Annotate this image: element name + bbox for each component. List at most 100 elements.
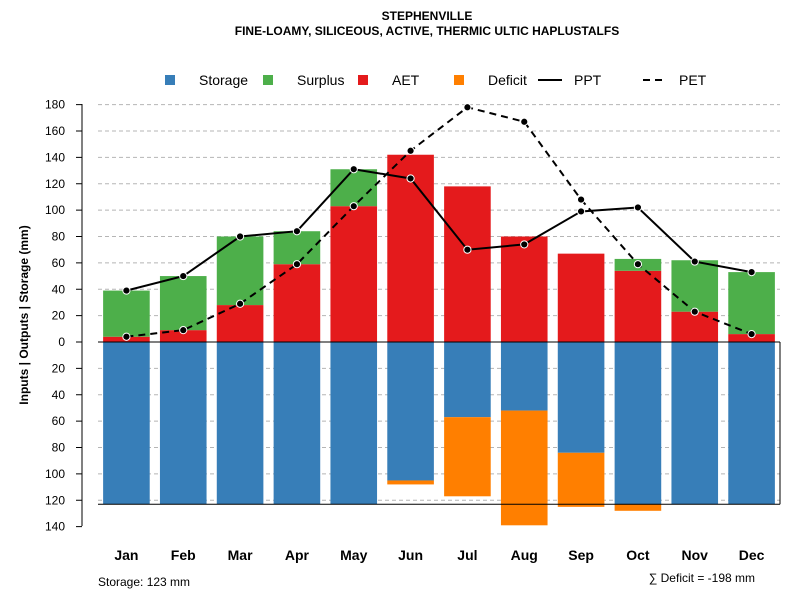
pet-point (690, 307, 699, 316)
legend-aet-swatch (358, 75, 368, 85)
legend-ppt-label: PPT (574, 72, 602, 88)
aet-bar (614, 270, 662, 342)
legend-surplus-label: Surplus (297, 72, 344, 88)
y-tick-label: 20 (52, 361, 66, 375)
y-tick-label: 20 (52, 309, 66, 323)
ppt-point (122, 286, 131, 295)
y-tick-label: 120 (45, 177, 65, 191)
storage-bar (728, 342, 775, 505)
y-tick-label: 60 (52, 256, 66, 270)
x-tick-label: Aug (511, 547, 538, 563)
surplus-bar (103, 290, 150, 337)
storage-bar (330, 342, 378, 505)
ppt-point (747, 268, 756, 277)
x-tick-label: Dec (739, 547, 765, 563)
legend: Storage Surplus AET Deficit PPT PET (165, 72, 707, 88)
x-tick-label: May (340, 547, 367, 563)
pet-point (235, 299, 245, 308)
legend-aet-label: AET (392, 72, 420, 88)
y-tick-label: 140 (45, 150, 65, 164)
ppt-point (520, 240, 529, 249)
chart-title: STEPHENVILLE (382, 9, 473, 23)
surplus-bar (728, 272, 775, 335)
ppt-point (406, 174, 415, 183)
x-tick-label: Nov (682, 547, 709, 563)
y-tick-label: 120 (45, 493, 65, 507)
axes: 180 160 140 120 100 80 60 40 20 0 20 40 60 80 100 120 14… (45, 98, 781, 563)
x-tick-label: Jul (457, 547, 477, 563)
legend-storage-swatch (165, 75, 175, 85)
surplus-bar (273, 231, 321, 265)
ppt-point (292, 227, 302, 236)
pet-point (576, 195, 586, 204)
y-tick-label: 80 (52, 441, 66, 455)
y-tick-label: 100 (45, 203, 65, 217)
storage-bar (557, 342, 605, 453)
pet-point (122, 332, 131, 341)
pet-point (463, 103, 472, 112)
legend-deficit-swatch (454, 75, 464, 85)
aet-bar (557, 253, 605, 342)
y-tick-label: 40 (52, 282, 66, 296)
pet-point (520, 117, 529, 126)
ppt-point (690, 257, 699, 266)
deficit-note: ∑ Deficit = -198 mm (649, 571, 755, 585)
storage-bar (671, 342, 719, 505)
aet-bar (159, 330, 207, 342)
bars (103, 154, 775, 526)
x-tick-label: Mar (228, 547, 253, 563)
ppt-point (179, 271, 188, 281)
aet-bar (444, 186, 491, 342)
storage-bar (159, 342, 207, 505)
y-tick-label: 180 (45, 98, 65, 112)
storage-bar (500, 342, 548, 411)
pet-point (633, 260, 643, 269)
aet-bar (500, 236, 548, 342)
deficit-bar (557, 452, 605, 507)
x-tick-label: Oct (626, 547, 650, 563)
pet-point (179, 326, 188, 335)
y-tick-label: 40 (52, 388, 66, 402)
legend-storage-label: Storage (199, 72, 248, 88)
x-tick-label: Sep (568, 547, 594, 563)
aet-bar (671, 311, 719, 342)
aet-bar (387, 154, 434, 342)
ppt-point (633, 203, 643, 212)
surplus-bar (671, 260, 719, 312)
legend-surplus-swatch (263, 75, 273, 85)
x-tick-label: Jan (114, 547, 138, 563)
ppt-point (463, 245, 472, 254)
deficit-bar (387, 480, 434, 485)
storage-bar (614, 342, 662, 505)
y-tick-label: 80 (52, 230, 66, 244)
pet-point (406, 146, 415, 155)
pet-point (292, 260, 302, 269)
storage-note: Storage: 123 mm (98, 575, 190, 589)
aet-bar (273, 264, 321, 342)
y-tick-label: 0 (58, 335, 65, 349)
aet-bar (330, 206, 378, 342)
deficit-bar (500, 410, 548, 526)
deficit-bar (444, 417, 491, 497)
storage-bar (273, 342, 321, 505)
legend-pet-label: PET (679, 72, 707, 88)
ppt-point (235, 232, 245, 241)
storage-bar (216, 342, 264, 505)
deficit-bar (614, 504, 662, 511)
legend-deficit-label: Deficit (488, 72, 527, 88)
ppt-line (126, 168, 752, 292)
pet-point (747, 329, 756, 339)
pet-point (349, 202, 358, 211)
pet-line (126, 106, 752, 338)
y-tick-label: 100 (45, 467, 65, 481)
ppt-point (576, 207, 586, 216)
x-tick-label: Feb (171, 547, 196, 563)
chart-subtitle: FINE-LOAMY, SILICEOUS, ACTIVE, THERMIC U… (235, 24, 619, 38)
y-tick-label: 140 (45, 520, 65, 534)
x-tick-label: Jun (398, 547, 423, 563)
y-tick-label: 60 (52, 414, 66, 428)
x-tick-label: Apr (285, 547, 310, 563)
gridlines (98, 104, 780, 501)
series-lines (122, 103, 756, 341)
